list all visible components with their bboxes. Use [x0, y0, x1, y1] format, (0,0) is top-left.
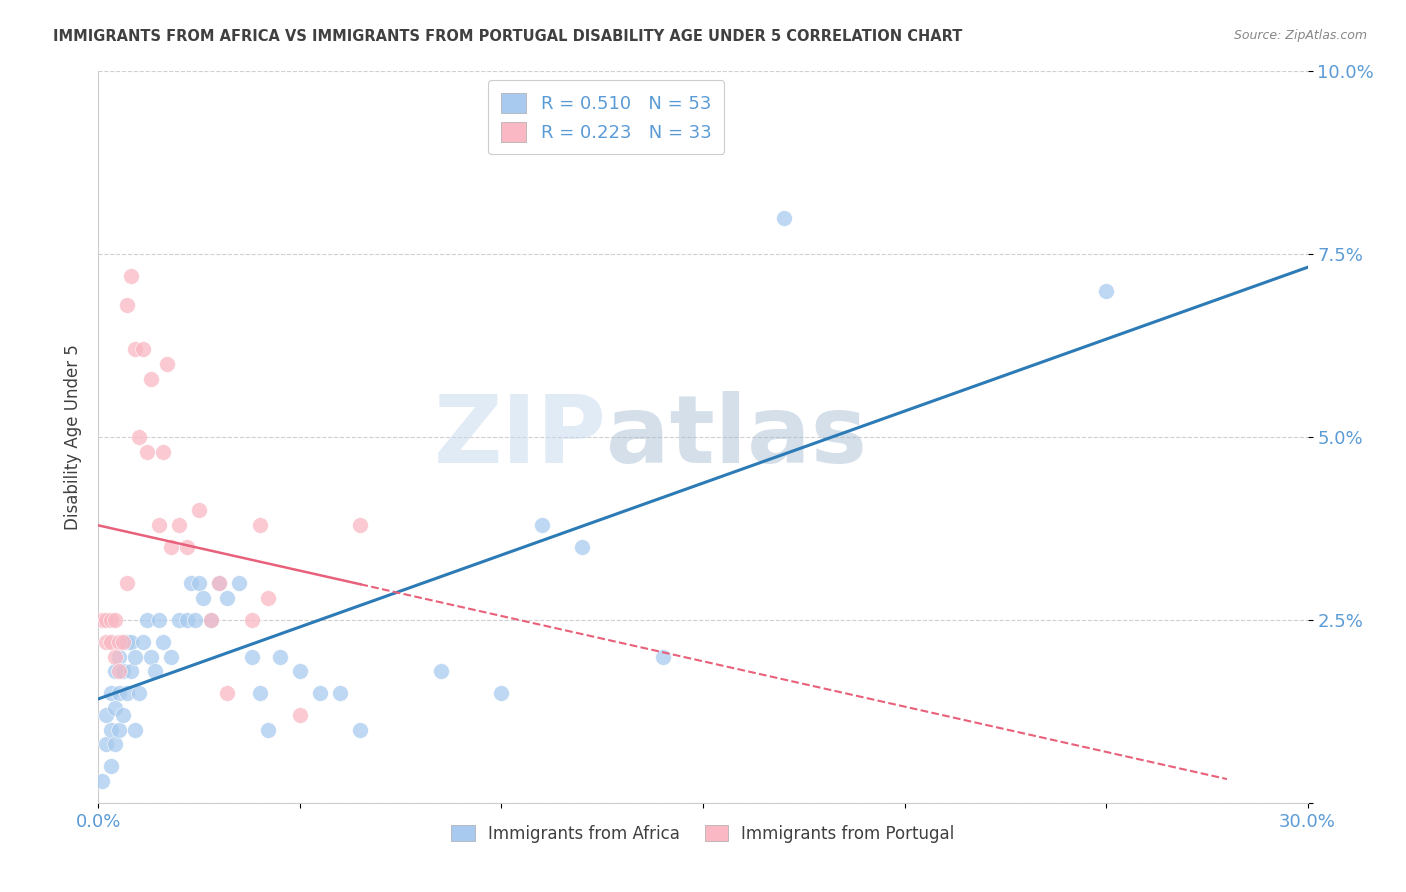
- Point: [217, 591, 239, 605]
- Point: [152, 444, 174, 458]
- Point: [103, 649, 125, 664]
- Point: [124, 343, 146, 357]
- Point: [91, 773, 114, 788]
- Point: [167, 517, 190, 532]
- Point: [115, 686, 138, 700]
- Text: atlas: atlas: [606, 391, 868, 483]
- Point: [120, 664, 142, 678]
- Point: [139, 371, 162, 385]
- Y-axis label: Disability Age Under 5: Disability Age Under 5: [63, 344, 82, 530]
- Point: [96, 613, 118, 627]
- Point: [176, 540, 198, 554]
- Text: IMMIGRANTS FROM AFRICA VS IMMIGRANTS FROM PORTUGAL DISABILITY AGE UNDER 5 CORREL: IMMIGRANTS FROM AFRICA VS IMMIGRANTS FRO…: [53, 29, 963, 44]
- Point: [160, 649, 183, 664]
- Point: [124, 723, 146, 737]
- Point: [571, 540, 593, 554]
- Point: [100, 613, 122, 627]
- Point: [188, 503, 211, 517]
- Point: [256, 591, 278, 605]
- Point: [100, 723, 122, 737]
- Point: [240, 649, 263, 664]
- Point: [193, 591, 215, 605]
- Point: [349, 517, 371, 532]
- Point: [139, 649, 162, 664]
- Point: [115, 298, 138, 312]
- Point: [107, 664, 129, 678]
- Point: [132, 343, 155, 357]
- Point: [96, 635, 118, 649]
- Text: ZIP: ZIP: [433, 391, 606, 483]
- Point: [772, 211, 794, 225]
- Point: [288, 708, 311, 723]
- Point: [103, 737, 125, 751]
- Point: [651, 649, 673, 664]
- Point: [288, 664, 311, 678]
- Point: [111, 635, 134, 649]
- Point: [329, 686, 352, 700]
- Point: [240, 613, 263, 627]
- Point: [103, 700, 125, 714]
- Point: [349, 723, 371, 737]
- Text: Source: ZipAtlas.com: Source: ZipAtlas.com: [1233, 29, 1367, 42]
- Point: [184, 613, 207, 627]
- Point: [217, 686, 239, 700]
- Point: [156, 357, 179, 371]
- Point: [180, 576, 202, 591]
- Point: [208, 576, 231, 591]
- Point: [107, 635, 129, 649]
- Point: [491, 686, 513, 700]
- Point: [228, 576, 250, 591]
- Point: [176, 613, 198, 627]
- Point: [115, 576, 138, 591]
- Point: [135, 613, 157, 627]
- Point: [120, 269, 142, 284]
- Point: [188, 576, 211, 591]
- Point: [249, 686, 271, 700]
- Point: [120, 635, 142, 649]
- Point: [115, 635, 138, 649]
- Point: [148, 517, 170, 532]
- Point: [530, 517, 553, 532]
- Point: [96, 708, 118, 723]
- Point: [309, 686, 332, 700]
- Point: [143, 664, 166, 678]
- Point: [124, 649, 146, 664]
- Point: [128, 430, 150, 444]
- Point: [96, 737, 118, 751]
- Point: [91, 613, 114, 627]
- Point: [111, 708, 134, 723]
- Point: [132, 635, 155, 649]
- Point: [1095, 284, 1118, 298]
- Point: [103, 613, 125, 627]
- Point: [430, 664, 453, 678]
- Point: [111, 664, 134, 678]
- Point: [249, 517, 271, 532]
- Point: [152, 635, 174, 649]
- Point: [100, 686, 122, 700]
- Point: [100, 635, 122, 649]
- Point: [103, 664, 125, 678]
- Point: [107, 723, 129, 737]
- Point: [200, 613, 222, 627]
- Point: [269, 649, 291, 664]
- Point: [256, 723, 278, 737]
- Point: [135, 444, 157, 458]
- Point: [107, 686, 129, 700]
- Point: [208, 576, 231, 591]
- Point: [128, 686, 150, 700]
- Point: [160, 540, 183, 554]
- Point: [107, 649, 129, 664]
- Point: [200, 613, 222, 627]
- Legend: Immigrants from Africa, Immigrants from Portugal: Immigrants from Africa, Immigrants from …: [444, 818, 962, 849]
- Point: [100, 759, 122, 773]
- Point: [167, 613, 190, 627]
- Point: [148, 613, 170, 627]
